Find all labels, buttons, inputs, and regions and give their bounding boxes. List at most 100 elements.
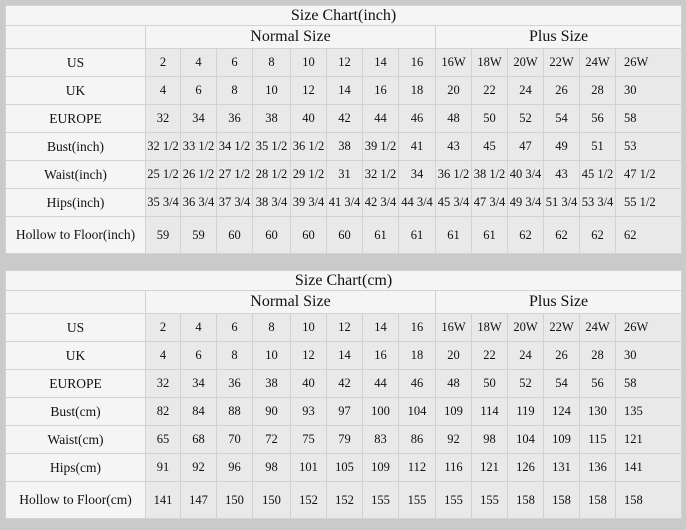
table-row: EUROPE 32 34 36 38 40 42 44 46 48 50 52 54 56 58 <box>5 104 683 133</box>
size-cell: 46 <box>398 104 436 133</box>
size-cell: 10 <box>252 76 291 105</box>
size-cell: 84 <box>180 397 217 426</box>
size-cell: 50 <box>471 104 508 133</box>
size-cell: 83 <box>362 425 399 454</box>
size-cell: 8 <box>252 48 291 77</box>
table-row: US 2 4 6 8 10 12 14 16 16W 18W 20W 22W 24W 26W <box>5 313 683 342</box>
group-header-row: Normal Size Plus Size <box>5 290 683 314</box>
size-cell: 26 1/2 <box>180 160 217 189</box>
size-chart-inch-table: Size Chart(inch) Normal Size Plus Size US 2 4… <box>4 5 683 254</box>
size-cell: 18W <box>471 313 508 342</box>
size-cell: 38 3/4 <box>252 188 291 217</box>
size-cell: 4 <box>145 76 181 105</box>
blank-header-cell <box>5 290 146 314</box>
size-cell: 105 <box>326 453 363 482</box>
size-cell: 104 <box>398 397 436 426</box>
size-cell: 38 <box>326 132 363 161</box>
size-cell: 109 <box>435 397 472 426</box>
size-cell: 45 <box>471 132 508 161</box>
size-cell: 14 <box>326 341 363 370</box>
size-cell: 60 <box>326 216 363 254</box>
size-cell: 53 <box>614 132 683 161</box>
size-cell: 26W <box>614 313 683 342</box>
size-cell: 86 <box>398 425 436 454</box>
size-cell: 90 <box>252 397 291 426</box>
size-cell: 49 <box>543 132 580 161</box>
size-cell: 40 <box>290 369 327 398</box>
size-cell: 8 <box>216 341 253 370</box>
size-cell: 104 <box>507 425 544 454</box>
table-row: Hollow to Floor(cm) 141 147 150 150 152 152 155… <box>5 481 683 519</box>
size-cell: 34 <box>398 160 436 189</box>
size-cell: 48 <box>435 104 472 133</box>
size-cell: 38 <box>252 104 291 133</box>
size-cell: 88 <box>216 397 253 426</box>
size-cell: 158 <box>507 481 544 519</box>
size-cell: 59 <box>180 216 217 254</box>
size-cell: 35 3/4 <box>145 188 181 217</box>
size-cell: 16W <box>435 48 472 77</box>
size-cell: 158 <box>614 481 683 519</box>
size-cell: 114 <box>471 397 508 426</box>
size-cell: 34 <box>180 104 217 133</box>
size-cell: 155 <box>362 481 399 519</box>
size-cell: 16 <box>362 341 399 370</box>
size-cell: 20 <box>435 341 472 370</box>
size-cell: 18W <box>471 48 508 77</box>
size-cell: 158 <box>579 481 616 519</box>
size-cell: 47 <box>507 132 544 161</box>
size-cell: 59 <box>145 216 181 254</box>
size-cell: 30 <box>614 76 683 105</box>
size-cell: 65 <box>145 425 181 454</box>
size-cell: 4 <box>180 48 217 77</box>
size-cell: 115 <box>579 425 616 454</box>
size-cell: 39 3/4 <box>290 188 327 217</box>
size-cell: 70 <box>216 425 253 454</box>
size-cell: 152 <box>326 481 363 519</box>
size-cell: 44 <box>362 104 399 133</box>
size-cell: 152 <box>290 481 327 519</box>
size-cell: 42 3/4 <box>362 188 399 217</box>
size-cell: 60 <box>290 216 327 254</box>
size-cell: 16W <box>435 313 472 342</box>
size-cell: 22 <box>471 76 508 105</box>
size-cell: 97 <box>326 397 363 426</box>
size-cell: 6 <box>216 313 253 342</box>
size-cell: 47 1/2 <box>614 160 683 189</box>
size-cell: 4 <box>145 341 181 370</box>
size-cell: 30 <box>614 341 683 370</box>
row-label: UK <box>5 76 146 105</box>
size-cell: 6 <box>180 76 217 105</box>
size-cell: 20W <box>507 48 544 77</box>
size-cell: 20W <box>507 313 544 342</box>
size-cell: 8 <box>216 76 253 105</box>
size-cell: 41 <box>398 132 436 161</box>
normal-size-header: Normal Size <box>145 25 436 49</box>
row-label: Hips(cm) <box>5 453 146 482</box>
size-cell: 98 <box>252 453 291 482</box>
size-cell: 45 1/2 <box>579 160 616 189</box>
size-cell: 50 <box>471 369 508 398</box>
size-cell: 135 <box>614 397 683 426</box>
size-cell: 155 <box>435 481 472 519</box>
size-cell: 2 <box>145 48 181 77</box>
size-cell: 147 <box>180 481 217 519</box>
size-cell: 79 <box>326 425 363 454</box>
size-cell: 39 1/2 <box>362 132 399 161</box>
size-cell: 36 <box>216 104 253 133</box>
size-cell: 36 3/4 <box>180 188 217 217</box>
size-cell: 27 1/2 <box>216 160 253 189</box>
size-cell: 93 <box>290 397 327 426</box>
size-cell: 155 <box>398 481 436 519</box>
table-row: Bust(inch) 32 1/2 33 1/2 34 1/2 35 1/2 36 1/2… <box>5 132 683 161</box>
size-cell: 100 <box>362 397 399 426</box>
size-cell: 52 <box>507 369 544 398</box>
size-cell: 62 <box>543 216 580 254</box>
size-cell: 33 1/2 <box>180 132 217 161</box>
size-cell: 34 <box>180 369 217 398</box>
size-cell: 24 <box>507 76 544 105</box>
size-cell: 38 1/2 <box>471 160 508 189</box>
size-cell: 131 <box>543 453 580 482</box>
size-cell: 61 <box>471 216 508 254</box>
size-cell: 58 <box>614 104 683 133</box>
